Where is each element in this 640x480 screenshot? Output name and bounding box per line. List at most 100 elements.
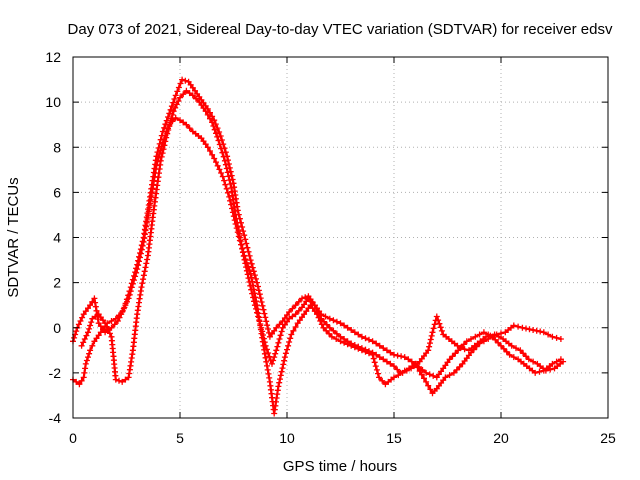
data-point-marker [260, 342, 267, 349]
data-point-marker [427, 386, 434, 393]
data-point-marker [452, 350, 459, 357]
data-point-marker [500, 345, 507, 352]
data-point-marker [225, 157, 231, 164]
data-point-marker [218, 170, 225, 176]
y-tick-label: 4 [53, 230, 61, 246]
data-point-marker [446, 372, 453, 379]
data-point-marker [274, 343, 281, 350]
data-point-marker [82, 360, 89, 367]
data-point-marker [373, 340, 380, 347]
data-point-marker [159, 128, 166, 135]
data-point-marker [341, 339, 348, 346]
data-point-marker [127, 284, 134, 291]
data-point-marker [456, 363, 463, 370]
data-point-marker [523, 325, 529, 332]
data-point-marker [102, 329, 109, 336]
data-point-marker [438, 327, 445, 334]
x-tick-label: 10 [279, 430, 295, 446]
data-point-marker [160, 146, 167, 153]
data-point-marker [545, 331, 552, 338]
data-point-marker [405, 356, 412, 363]
data-point-marker [254, 302, 260, 309]
data-point-marker [375, 370, 381, 377]
data-point-marker [186, 90, 193, 97]
data-point-marker [317, 318, 324, 324]
data-point-marker [426, 371, 433, 378]
data-point-marker [330, 317, 337, 324]
grid [73, 57, 608, 418]
data-point-marker [532, 369, 539, 376]
data-point-marker [286, 315, 293, 322]
data-point-marker [355, 345, 362, 352]
data-point-marker [366, 336, 372, 343]
data-point-marker [95, 316, 101, 323]
data-point-marker [376, 342, 383, 349]
data-point-marker [468, 336, 474, 342]
data-point-marker [81, 336, 88, 342]
data-point-marker [426, 343, 433, 350]
data-point-marker [380, 356, 387, 363]
data-point-marker [394, 366, 401, 373]
series-line-pass-2 [80, 89, 565, 415]
data-point-marker [108, 318, 115, 324]
data-point-marker [492, 336, 499, 343]
data-point-marker [508, 342, 515, 349]
data-point-marker [128, 280, 135, 287]
data-point-marker [139, 280, 146, 287]
data-point-marker [369, 351, 376, 358]
data-point-marker [140, 234, 147, 241]
data-point-marker [163, 117, 170, 124]
data-point-marker [387, 349, 394, 356]
data-point-marker [250, 268, 257, 275]
data-point-marker [549, 333, 556, 340]
data-point-marker [455, 347, 462, 354]
data-point-marker [140, 276, 147, 283]
data-point-marker [282, 350, 289, 357]
data-point-marker [204, 144, 211, 151]
data-point-marker [75, 321, 82, 328]
data-point-marker [355, 331, 362, 338]
data-point-marker [273, 347, 280, 354]
data-point-marker [442, 362, 449, 369]
data-point-marker [111, 321, 118, 328]
data-point-marker [263, 358, 270, 365]
data-point-marker [218, 137, 225, 143]
data-point-marker [553, 334, 560, 341]
data-point-marker [131, 272, 137, 279]
data-point-marker [114, 318, 121, 324]
data-point-marker [97, 323, 104, 330]
data-point-marker [489, 333, 496, 340]
data-point-marker [262, 314, 269, 321]
data-point-marker [86, 350, 93, 357]
data-point-marker [259, 302, 266, 309]
data-point-marker [232, 195, 239, 202]
data-point-marker [273, 324, 280, 331]
data-point-marker [143, 260, 150, 267]
data-point-marker [330, 327, 337, 334]
data-point-marker [262, 354, 269, 361]
data-point-marker [256, 318, 263, 325]
data-point-marker [247, 257, 254, 264]
data-point-marker [366, 350, 372, 357]
data-point-marker [140, 272, 147, 279]
data-point-marker [279, 324, 286, 331]
data-point-marker [225, 161, 232, 167]
data-point-marker [515, 323, 522, 330]
data-point-marker [250, 282, 256, 289]
data-point-marker [172, 114, 179, 121]
data-series [70, 76, 567, 417]
x-tick-label: 0 [69, 430, 77, 446]
data-point-marker [498, 330, 504, 337]
data-point-marker [177, 80, 184, 87]
data-point-marker [256, 291, 263, 298]
data-point-marker [226, 164, 233, 171]
data-point-marker [92, 299, 99, 306]
y-tick-label: 6 [53, 184, 61, 200]
data-point-marker [286, 309, 293, 315]
data-point-marker [76, 381, 83, 388]
data-point-marker [530, 358, 537, 365]
data-point-marker [430, 325, 437, 332]
data-point-marker [237, 238, 244, 245]
data-point-marker [271, 354, 278, 361]
